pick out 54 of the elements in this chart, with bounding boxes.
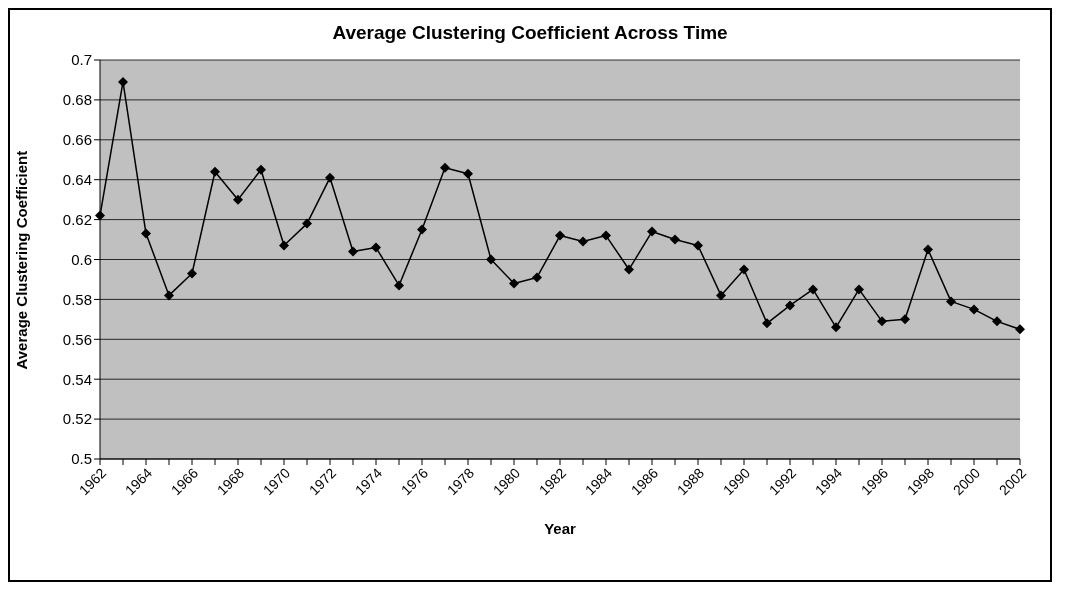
y-axis-title: Average Clustering Coefficient — [13, 150, 31, 370]
point — [670, 234, 680, 245]
point — [624, 264, 634, 275]
point — [647, 226, 657, 237]
chart-title: Average Clustering Coefficient Across Time — [331, 22, 729, 44]
y-tick-label: 0.62 — [62, 210, 92, 228]
point — [854, 284, 864, 295]
point — [348, 246, 358, 257]
y-tick-label: 0.64 — [62, 171, 92, 189]
point — [969, 304, 979, 315]
point — [601, 230, 611, 241]
y-tick-label: 0.68 — [62, 91, 92, 109]
point — [325, 172, 335, 183]
point — [808, 284, 818, 295]
point — [532, 272, 542, 283]
point — [463, 168, 473, 179]
point — [509, 278, 519, 289]
point — [233, 194, 243, 205]
point — [302, 218, 312, 229]
point — [187, 268, 197, 279]
point — [440, 162, 450, 173]
y-tick-label: 0.7 — [71, 51, 92, 69]
point — [739, 264, 749, 275]
y-tick-label: 0.52 — [62, 410, 92, 428]
point — [578, 236, 588, 247]
y-tick-label: 0.56 — [62, 330, 92, 348]
point — [486, 254, 496, 265]
point — [417, 224, 427, 235]
y-tick-label: 0.54 — [62, 370, 92, 388]
x-axis-title: Year — [544, 520, 577, 537]
point — [210, 166, 220, 177]
point — [831, 322, 841, 333]
point — [118, 76, 128, 87]
y-tick-label: 0.66 — [62, 131, 92, 149]
point — [693, 240, 703, 251]
point — [716, 290, 726, 301]
point — [371, 242, 381, 253]
point — [279, 240, 289, 251]
point — [164, 290, 174, 301]
point — [394, 280, 404, 291]
y-tick-label: 0.5 — [71, 450, 92, 468]
point — [877, 316, 887, 327]
point — [946, 296, 956, 307]
y-tick-label: 0.6 — [71, 250, 92, 268]
point — [141, 228, 151, 239]
point — [900, 314, 910, 325]
point — [923, 244, 933, 255]
point — [256, 164, 266, 175]
point — [992, 316, 1002, 327]
point — [555, 230, 565, 241]
y-tick-label: 0.58 — [62, 290, 92, 308]
point — [785, 300, 795, 311]
point — [762, 318, 772, 329]
point — [1015, 324, 1025, 335]
